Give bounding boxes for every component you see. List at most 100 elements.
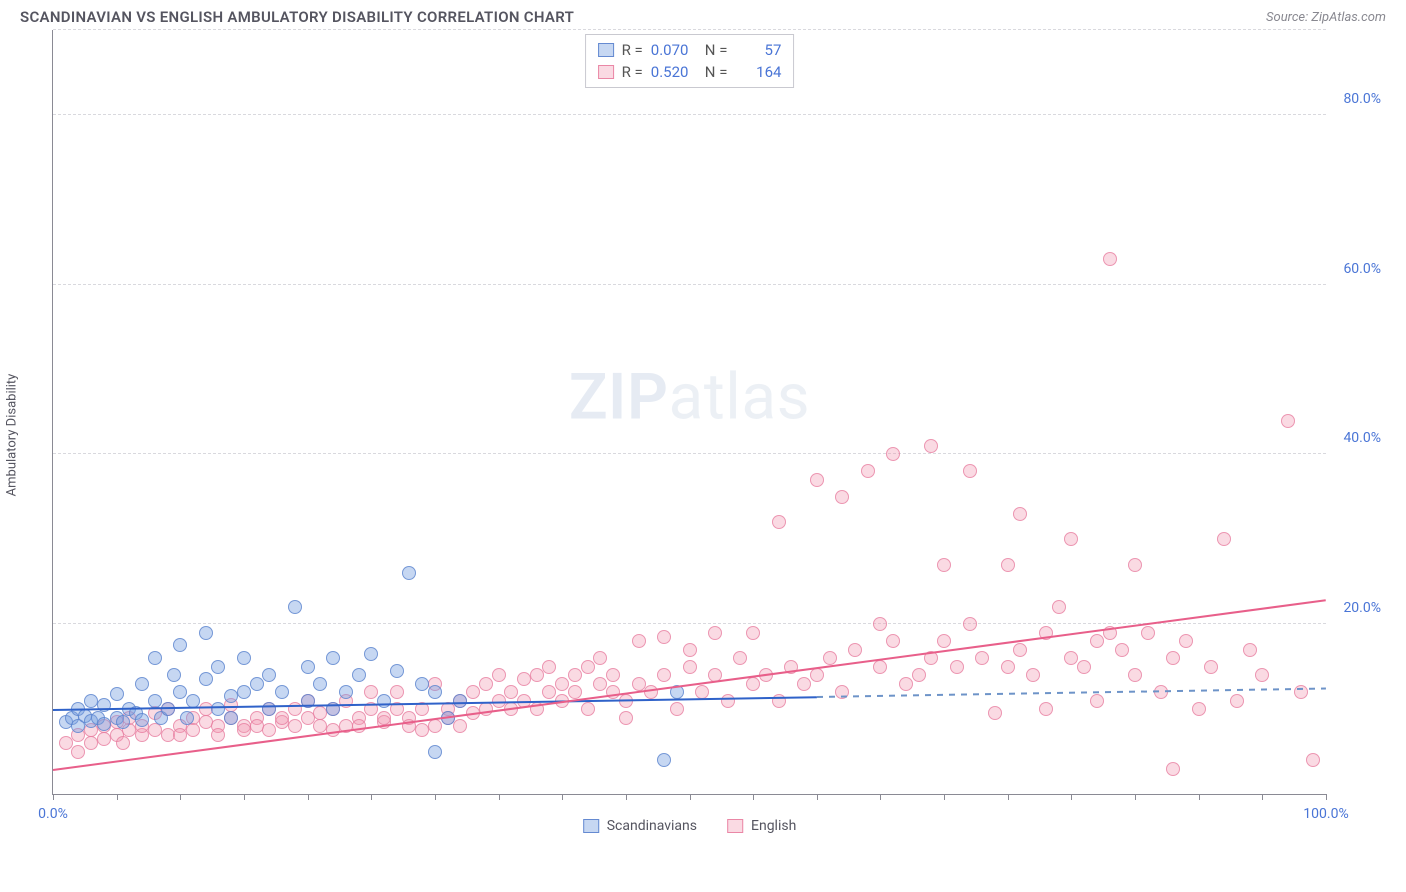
scatter-point xyxy=(1166,762,1180,776)
scatter-point xyxy=(224,711,238,725)
legend-series: Scandinavians English xyxy=(583,818,797,834)
x-tick xyxy=(371,794,372,800)
x-tick xyxy=(53,794,54,800)
scatter-point xyxy=(364,647,378,661)
scatter-point xyxy=(568,685,582,699)
scatter-point xyxy=(1217,532,1231,546)
scatter-point xyxy=(1306,753,1320,767)
scatter-point xyxy=(772,694,786,708)
trend-line xyxy=(817,688,1326,698)
legend-swatch xyxy=(598,43,614,57)
scatter-point xyxy=(453,694,467,708)
n-label: N = xyxy=(705,63,728,81)
scatter-point xyxy=(542,660,556,674)
legend-label: Scandinavians xyxy=(607,818,697,834)
scatter-point xyxy=(975,651,989,665)
scatter-point xyxy=(116,715,130,729)
scatter-point xyxy=(135,713,149,727)
scatter-point xyxy=(1064,532,1078,546)
scatter-point xyxy=(657,753,671,767)
scatter-point xyxy=(606,685,620,699)
scatter-point xyxy=(211,702,225,716)
gridline xyxy=(53,29,1326,30)
x-tick xyxy=(944,794,945,800)
legend-item: English xyxy=(727,818,796,834)
n-value: 57 xyxy=(735,41,781,59)
scatter-point xyxy=(180,711,194,725)
scatter-point xyxy=(167,668,181,682)
scatter-point xyxy=(479,677,493,691)
scatter-point xyxy=(924,439,938,453)
scatter-point xyxy=(1192,702,1206,716)
scatter-point xyxy=(937,634,951,648)
gridline xyxy=(53,114,1326,115)
scatter-point xyxy=(542,685,556,699)
gridline xyxy=(53,453,1326,454)
scatter-point xyxy=(1128,668,1142,682)
scatter-point xyxy=(466,685,480,699)
scatter-point xyxy=(59,736,73,750)
scatter-point xyxy=(326,651,340,665)
scatter-point xyxy=(873,660,887,674)
scatter-point xyxy=(173,685,187,699)
scatter-point xyxy=(619,711,633,725)
x-tick xyxy=(1071,794,1072,800)
scatter-point xyxy=(657,668,671,682)
scatter-point xyxy=(390,664,404,678)
scatter-point xyxy=(250,677,264,691)
scatter-point xyxy=(683,660,697,674)
chart-title: SCANDINAVIAN VS ENGLISH AMBULATORY DISAB… xyxy=(20,8,574,26)
plot-area: ZIPatlas R =0.070N =57R =0.520N =164 Sca… xyxy=(52,30,1326,795)
scatter-point xyxy=(71,745,85,759)
n-value: 164 xyxy=(735,63,781,81)
scatter-point xyxy=(390,685,404,699)
gridline xyxy=(53,284,1326,285)
scatter-point xyxy=(581,660,595,674)
scatter-point xyxy=(581,702,595,716)
scatter-point xyxy=(593,677,607,691)
scatter-point xyxy=(364,685,378,699)
y-tick-label: 40.0% xyxy=(1343,430,1381,446)
scatter-point xyxy=(963,464,977,478)
scatter-point xyxy=(1013,507,1027,521)
x-tick xyxy=(880,794,881,800)
scatter-point xyxy=(135,677,149,691)
x-tick xyxy=(117,794,118,800)
scatter-point xyxy=(173,638,187,652)
legend-stats: R =0.070N =57R =0.520N =164 xyxy=(585,34,795,88)
scatter-point xyxy=(848,643,862,657)
scatter-point xyxy=(275,685,289,699)
x-tick xyxy=(308,794,309,800)
scatter-point xyxy=(555,677,569,691)
scatter-point xyxy=(1255,668,1269,682)
scatter-point xyxy=(492,668,506,682)
scatter-point xyxy=(670,702,684,716)
x-tick xyxy=(180,794,181,800)
legend-swatch xyxy=(583,819,599,833)
scatter-point xyxy=(1013,643,1027,657)
legend-item: Scandinavians xyxy=(583,818,697,834)
scatter-point xyxy=(1001,660,1015,674)
x-tick-label: 100.0% xyxy=(1303,806,1348,822)
scatter-point xyxy=(823,651,837,665)
scatter-point xyxy=(428,685,442,699)
scatter-point xyxy=(479,702,493,716)
scatter-point xyxy=(148,651,162,665)
legend-swatch xyxy=(598,65,614,79)
scatter-point xyxy=(504,685,518,699)
scatter-point xyxy=(1281,414,1295,428)
scatter-point xyxy=(262,668,276,682)
y-tick-label: 80.0% xyxy=(1343,91,1381,107)
scatter-point xyxy=(339,685,353,699)
legend-label: English xyxy=(751,818,796,834)
scatter-point xyxy=(1141,626,1155,640)
x-tick xyxy=(499,794,500,800)
scatter-point xyxy=(606,668,620,682)
scatter-point xyxy=(1001,558,1015,572)
scatter-point xyxy=(708,626,722,640)
scatter-point xyxy=(733,651,747,665)
scatter-point xyxy=(886,447,900,461)
r-value: 0.070 xyxy=(651,41,697,59)
scatter-point xyxy=(313,677,327,691)
scatter-point xyxy=(1026,668,1040,682)
